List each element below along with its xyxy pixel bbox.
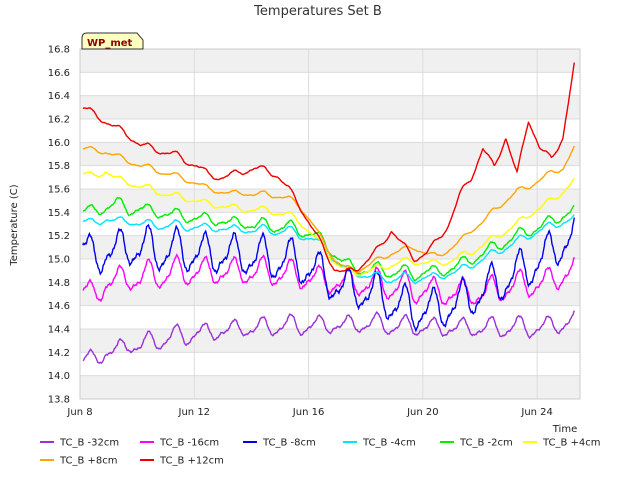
- chart-title: Temperatures Set B: [253, 4, 382, 19]
- x-tick-label: Jun 24: [520, 407, 553, 418]
- y-tick-label: 16.2: [48, 115, 70, 126]
- band: [80, 95, 580, 119]
- band: [80, 235, 580, 259]
- axes: 13.8 14.0 14.2 14.4 14.6 14.8 15.0 15.2 15.4 15.6…: [48, 45, 581, 418]
- series-line-tc-b-8cm: [82, 145, 575, 274]
- y-tick-label: 16.4: [48, 91, 70, 102]
- y-tick-label: 14.4: [48, 325, 70, 336]
- x-tick-label: Jun 12: [178, 407, 211, 418]
- band: [80, 329, 580, 353]
- y-tick-label: 16.8: [48, 45, 70, 56]
- series-line-tc-b-32cm: [82, 310, 575, 365]
- plot-frame: [79, 48, 581, 400]
- band: [80, 375, 580, 399]
- y-tick-label: 15.6: [48, 185, 70, 196]
- legend-label: TC_B +12cm: [159, 456, 224, 467]
- x-axis-label: Time: [552, 424, 577, 435]
- x-tick-label: Jun 20: [406, 407, 439, 418]
- y-tick-label: 14.6: [48, 301, 70, 312]
- y-tick-label: 14.8: [48, 278, 70, 289]
- series-lines: [82, 62, 575, 365]
- badge-label: WP_met: [87, 38, 133, 49]
- y-tick-label: 16.0: [48, 138, 70, 149]
- series-line-tc-b-12cm: [82, 62, 575, 273]
- x-tick-label: Jun 8: [66, 407, 92, 418]
- x-tick-label: Jun 16: [292, 407, 325, 418]
- y-tick-label: 13.8: [48, 395, 70, 406]
- y-tick-label: 15.8: [48, 161, 70, 172]
- series-line-tc-b-8cm: [82, 217, 575, 333]
- legend: TC_B -32cm TC_B -16cm TC_B -8cm TC_B -4cm TC…: [40, 438, 601, 467]
- legend-label: TC_B -4cm: [362, 438, 416, 449]
- legend-label: TC_B -16cm: [159, 438, 219, 449]
- legend-label: TC_B +4cm: [542, 438, 601, 449]
- legend-label: TC_B -32cm: [59, 438, 119, 449]
- y-tick-label: 14.0: [48, 371, 70, 382]
- y-tick-label: 15.2: [48, 231, 70, 242]
- legend-label: TC_B -8cm: [262, 438, 316, 449]
- plot-area: [80, 49, 580, 399]
- band: [80, 49, 580, 73]
- series-line-tc-b-4cm: [82, 171, 575, 277]
- y-tick-label: 14.2: [48, 348, 70, 359]
- legend-label: TC_B +8cm: [59, 456, 118, 467]
- legend-label: TC_B -2cm: [459, 438, 513, 449]
- band: [80, 142, 580, 166]
- y-tick-label: 15.4: [48, 208, 70, 219]
- series-line-tc-b-16cm: [82, 253, 575, 306]
- wp-met-badge: WP_met: [81, 32, 144, 50]
- y-tick-label: 16.6: [48, 68, 70, 79]
- y-tick-label: 15.0: [48, 255, 70, 266]
- y-axis-label: Temperature (C): [9, 184, 20, 266]
